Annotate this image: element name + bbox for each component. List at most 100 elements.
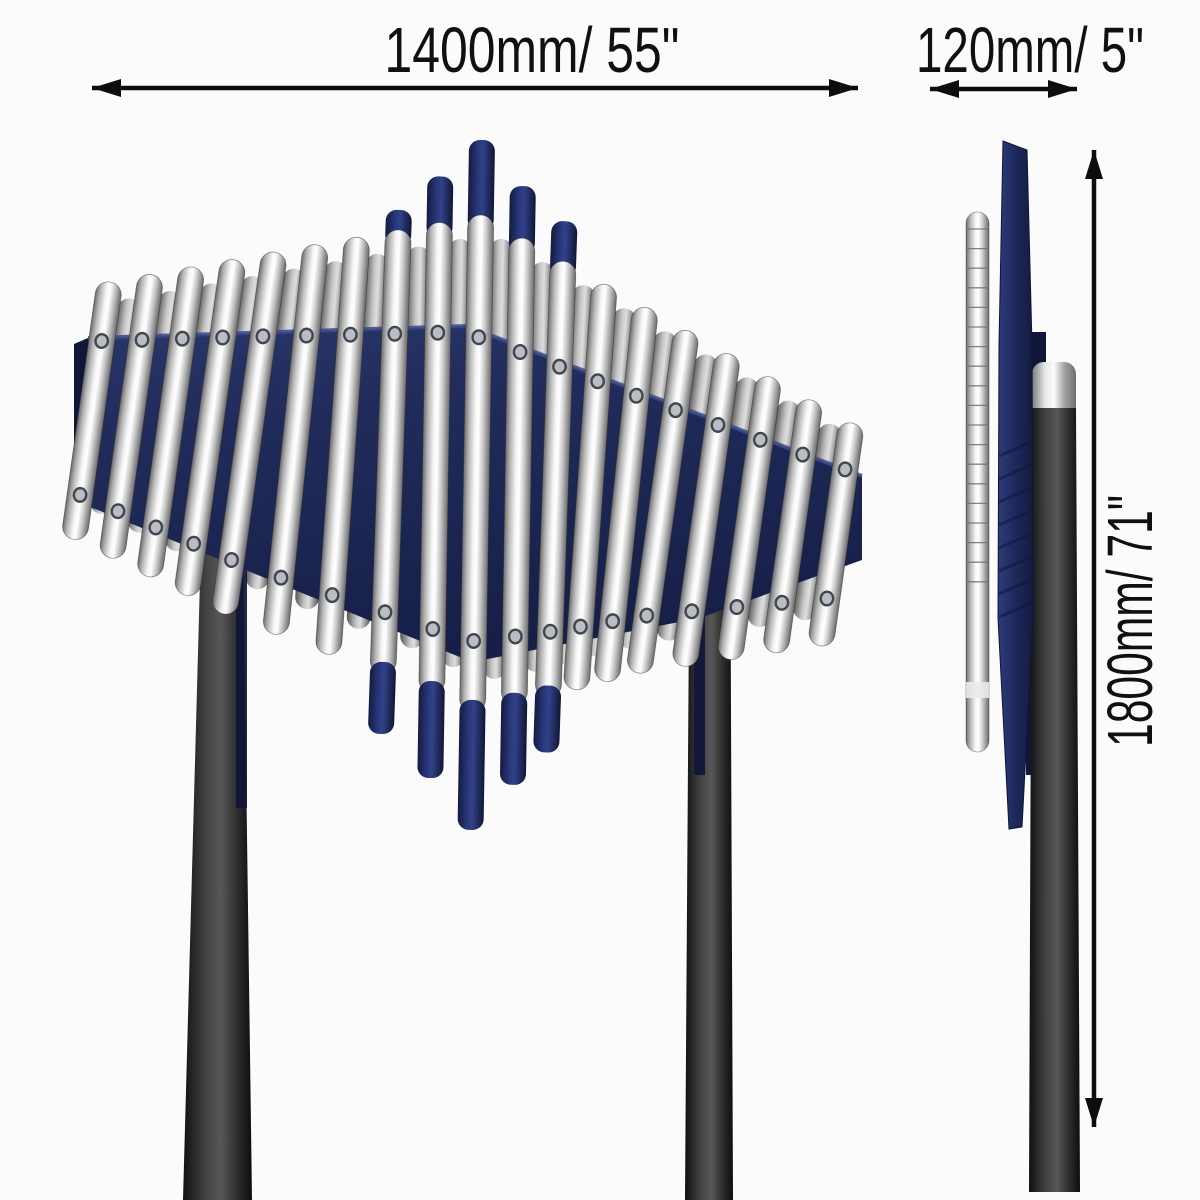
tube-rivet — [573, 618, 588, 635]
dimension-arrowhead — [1085, 1098, 1103, 1127]
post-mount-strap — [236, 560, 247, 808]
chime-tubes-front-row — [62, 139, 864, 830]
dimension-arrowhead — [829, 79, 858, 97]
tube-rivet — [507, 628, 523, 645]
tube-rivet — [774, 594, 790, 611]
tube-rivet — [710, 416, 726, 433]
support-post — [183, 470, 252, 1200]
tube-rivet — [512, 344, 528, 361]
tube-rivet — [819, 590, 835, 607]
chime-tube — [672, 353, 740, 667]
side-panel-ridge — [998, 509, 1032, 527]
chime-tube-body — [263, 244, 329, 635]
chime-tube-navy-cap — [508, 186, 536, 255]
dimension-arrowhead — [930, 80, 959, 98]
chime-tube — [457, 139, 495, 830]
tube-rivet — [639, 607, 655, 624]
tube-rivet — [174, 330, 190, 347]
chime-tube — [808, 422, 864, 647]
chime-tube — [174, 259, 246, 596]
side-panel-ridge — [998, 578, 1032, 596]
tube-rivet — [668, 402, 684, 419]
chime-tube — [137, 266, 204, 578]
tube-rivet — [552, 358, 567, 375]
tube-rivet — [72, 486, 88, 503]
tube-rivet — [342, 326, 358, 343]
chime-tube — [62, 281, 122, 540]
tube-rivet — [224, 552, 239, 568]
chime-tube — [315, 236, 370, 655]
dimension-arrowhead — [1085, 150, 1103, 179]
chime-tube — [717, 376, 781, 660]
tube-rivet — [215, 329, 231, 346]
tube-rivet — [729, 599, 745, 616]
side-tube-highlight-band — [966, 682, 989, 698]
tube-rivet — [628, 387, 644, 404]
tube-rivet — [255, 328, 271, 345]
dimension-depth: 120mm/ 5" — [916, 14, 1144, 98]
side-panel-ridge — [998, 532, 1032, 550]
chime-tube-navy-cap — [467, 139, 495, 232]
chime-tube — [563, 283, 617, 691]
chime-tube — [594, 306, 658, 682]
chime-tube-body — [212, 251, 287, 615]
chime-tube — [627, 330, 699, 674]
tube-rivet — [795, 446, 811, 463]
chime-tube — [263, 244, 329, 635]
chime-tube — [212, 251, 287, 615]
tube-rivet — [324, 587, 340, 604]
chime-tube-body — [808, 422, 864, 647]
tube-rivet — [110, 503, 126, 520]
tube-rivet — [605, 613, 621, 630]
tube-rivet — [377, 604, 393, 621]
chime-tube-navy-bottom — [417, 681, 445, 779]
side-panel-ridge — [998, 601, 1032, 619]
tube-rivet — [590, 373, 606, 390]
dimension-depth-label: 120mm/ 5" — [916, 14, 1144, 86]
tube-rivet — [837, 461, 853, 478]
tube-rivet — [186, 535, 202, 552]
chime-tube — [500, 186, 536, 785]
chime-tube-body — [315, 236, 370, 655]
dimension-width-label: 1400mm/ 55" — [385, 14, 680, 86]
front-view-chime-instrument — [62, 139, 864, 1200]
side-panel-ridge — [998, 463, 1032, 481]
side-panel-ridge — [998, 440, 1032, 458]
dimension-arrowhead — [92, 79, 121, 97]
tube-rivet — [471, 329, 487, 346]
side-panel-ridge — [998, 555, 1032, 573]
tube-rivet — [430, 324, 446, 341]
post-mount-strap — [694, 560, 705, 775]
tube-rivet — [466, 632, 482, 649]
tube-rivet — [134, 331, 150, 348]
side-tube-stack — [965, 211, 990, 753]
tube-rivet — [387, 325, 403, 342]
chime-tube-navy-bottom — [533, 685, 561, 753]
side-view-chime-instrument — [965, 140, 1080, 1192]
chime-tube-navy-cap — [426, 176, 454, 239]
side-panel-ridge — [998, 486, 1032, 504]
chime-tube-body — [717, 376, 781, 660]
side-post-chrome-cap — [1032, 362, 1076, 420]
chime-tube — [763, 399, 822, 654]
tube-rivet — [425, 620, 441, 637]
chime-tube-body — [672, 353, 740, 667]
dimension-arrowhead — [1048, 80, 1077, 98]
chime-tube-body — [763, 399, 822, 654]
tube-rivet — [299, 327, 314, 344]
chime-tube-navy-bottom — [500, 692, 528, 785]
chime-tube — [533, 221, 578, 753]
tube-rivet — [684, 603, 700, 620]
tube-rivet — [148, 519, 164, 536]
dimension-height-label: 1800mm/ 71" — [1094, 495, 1166, 747]
dimension-width: 1400mm/ 55" — [92, 14, 858, 97]
tube-rivet — [273, 569, 289, 586]
chime-tube-navy-bottom — [457, 699, 486, 830]
chime-tube — [99, 274, 163, 559]
tube-rivet — [542, 623, 558, 640]
tube-rivet — [752, 431, 768, 448]
chime-tube-navy-bottom — [368, 661, 396, 734]
chime-tube — [417, 176, 454, 779]
